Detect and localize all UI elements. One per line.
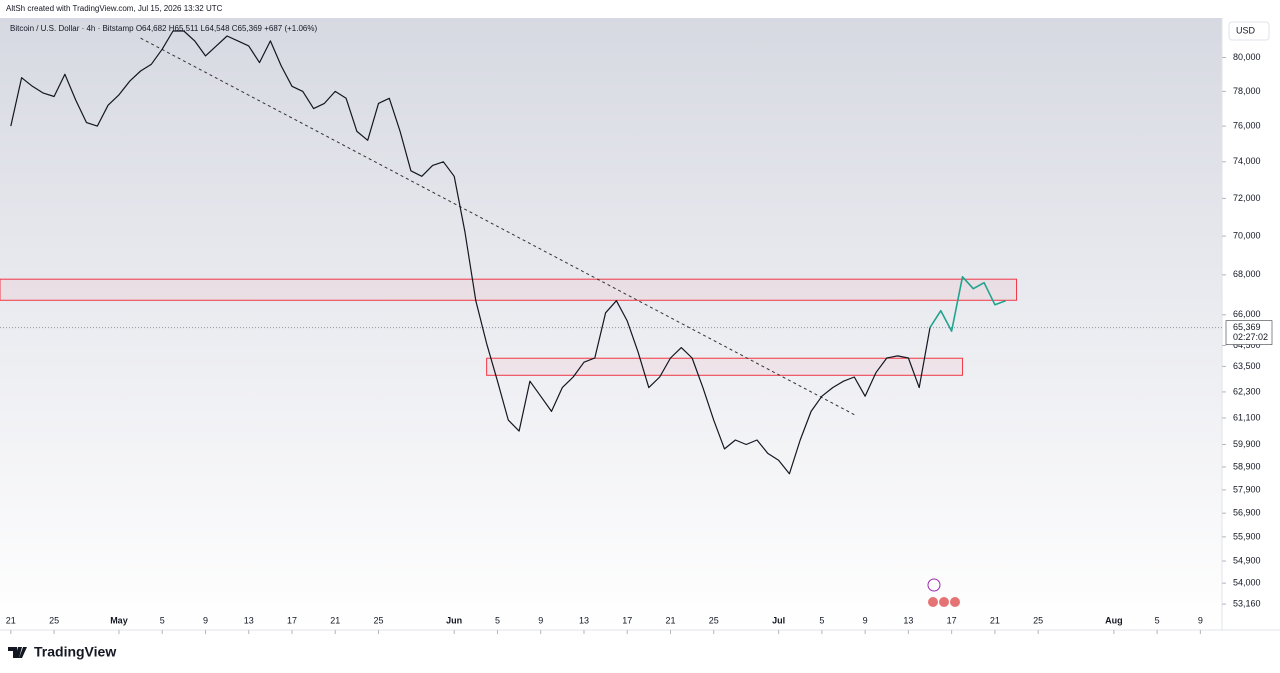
y-tick-label: 54,000 [1233, 578, 1261, 588]
y-tick-label: 53,160 [1233, 598, 1261, 608]
y-tick-label: 80,000 [1233, 52, 1261, 62]
x-tick-label: 5 [160, 615, 165, 625]
x-tick-label: 9 [863, 615, 868, 625]
y-tick-label: 70,000 [1233, 230, 1261, 240]
x-tick-label: 9 [1198, 615, 1203, 625]
x-tick-label: 13 [579, 615, 589, 625]
y-tick-label: 62,300 [1233, 386, 1261, 396]
y-tick-label: 66,000 [1233, 309, 1261, 319]
x-tick-label: 21 [330, 615, 340, 625]
x-tick-label: Jul [772, 615, 785, 625]
zone [486, 357, 963, 376]
currency: USD [1236, 25, 1256, 35]
y-tick-label: 59,900 [1233, 439, 1261, 449]
x-tick-label: 17 [287, 615, 297, 625]
y-tick-label: 63,500 [1233, 361, 1261, 371]
y-tick-label: 74,000 [1233, 156, 1261, 166]
x-tick-label: 5 [1155, 615, 1160, 625]
plot-background [0, 18, 1222, 630]
last-price-box [1225, 320, 1273, 345]
x-tick-label: Aug [1105, 615, 1123, 625]
header: AltSh created with TradingView.com, Jul … [6, 4, 223, 13]
y-tick-label: 61,100 [1233, 412, 1261, 422]
x-tick-label: 13 [903, 615, 913, 625]
x-tick-label: 9 [203, 615, 208, 625]
x-tick-label: 25 [373, 615, 383, 625]
logo: TradingView [8, 644, 116, 660]
x-tick-label: 5 [495, 615, 500, 625]
zone [0, 278, 1018, 301]
price-line [10, 30, 931, 475]
countdown: 02:27:02 [1233, 332, 1268, 342]
y-tick-label: 57,900 [1233, 484, 1261, 494]
legend: Bitcoin / U.S. Dollar · 4h · Bitstamp O6… [10, 24, 317, 33]
x-tick-label: Jun [446, 615, 462, 625]
trendline [140, 37, 855, 416]
y-tick-label: 72,000 [1233, 193, 1261, 203]
x-tick-label: 21 [990, 615, 1000, 625]
y-tick-label: 68,000 [1233, 269, 1261, 279]
event-icons [927, 578, 960, 607]
footer-brand: TradingView [34, 644, 116, 660]
x-tick-label: 17 [947, 615, 957, 625]
price-line [929, 276, 1006, 332]
x-tick-label: 21 [6, 615, 16, 625]
x-tick-label: 25 [49, 615, 59, 625]
x-tick-label: May [110, 615, 128, 625]
y-tick-label: 54,900 [1233, 555, 1261, 565]
currency-box [1228, 21, 1270, 41]
y-tick-label: 76,000 [1233, 120, 1261, 130]
x-tick-label: 13 [244, 615, 254, 625]
x-tick-label: 25 [1033, 615, 1043, 625]
x-tick-label: 17 [622, 615, 632, 625]
x-tick-label: 9 [538, 615, 543, 625]
y-tick-label: 55,900 [1233, 531, 1261, 541]
last-price: 65,369 [1233, 322, 1261, 332]
x-tick-label: 5 [819, 615, 824, 625]
x-tick-label: 25 [709, 615, 719, 625]
y-tick-label: 56,900 [1233, 508, 1261, 518]
y-tick-label: 58,900 [1233, 461, 1261, 471]
y-tick-label: 78,000 [1233, 86, 1261, 96]
y-tick-label: 64,500 [1233, 340, 1261, 350]
x-tick-label: 21 [665, 615, 675, 625]
